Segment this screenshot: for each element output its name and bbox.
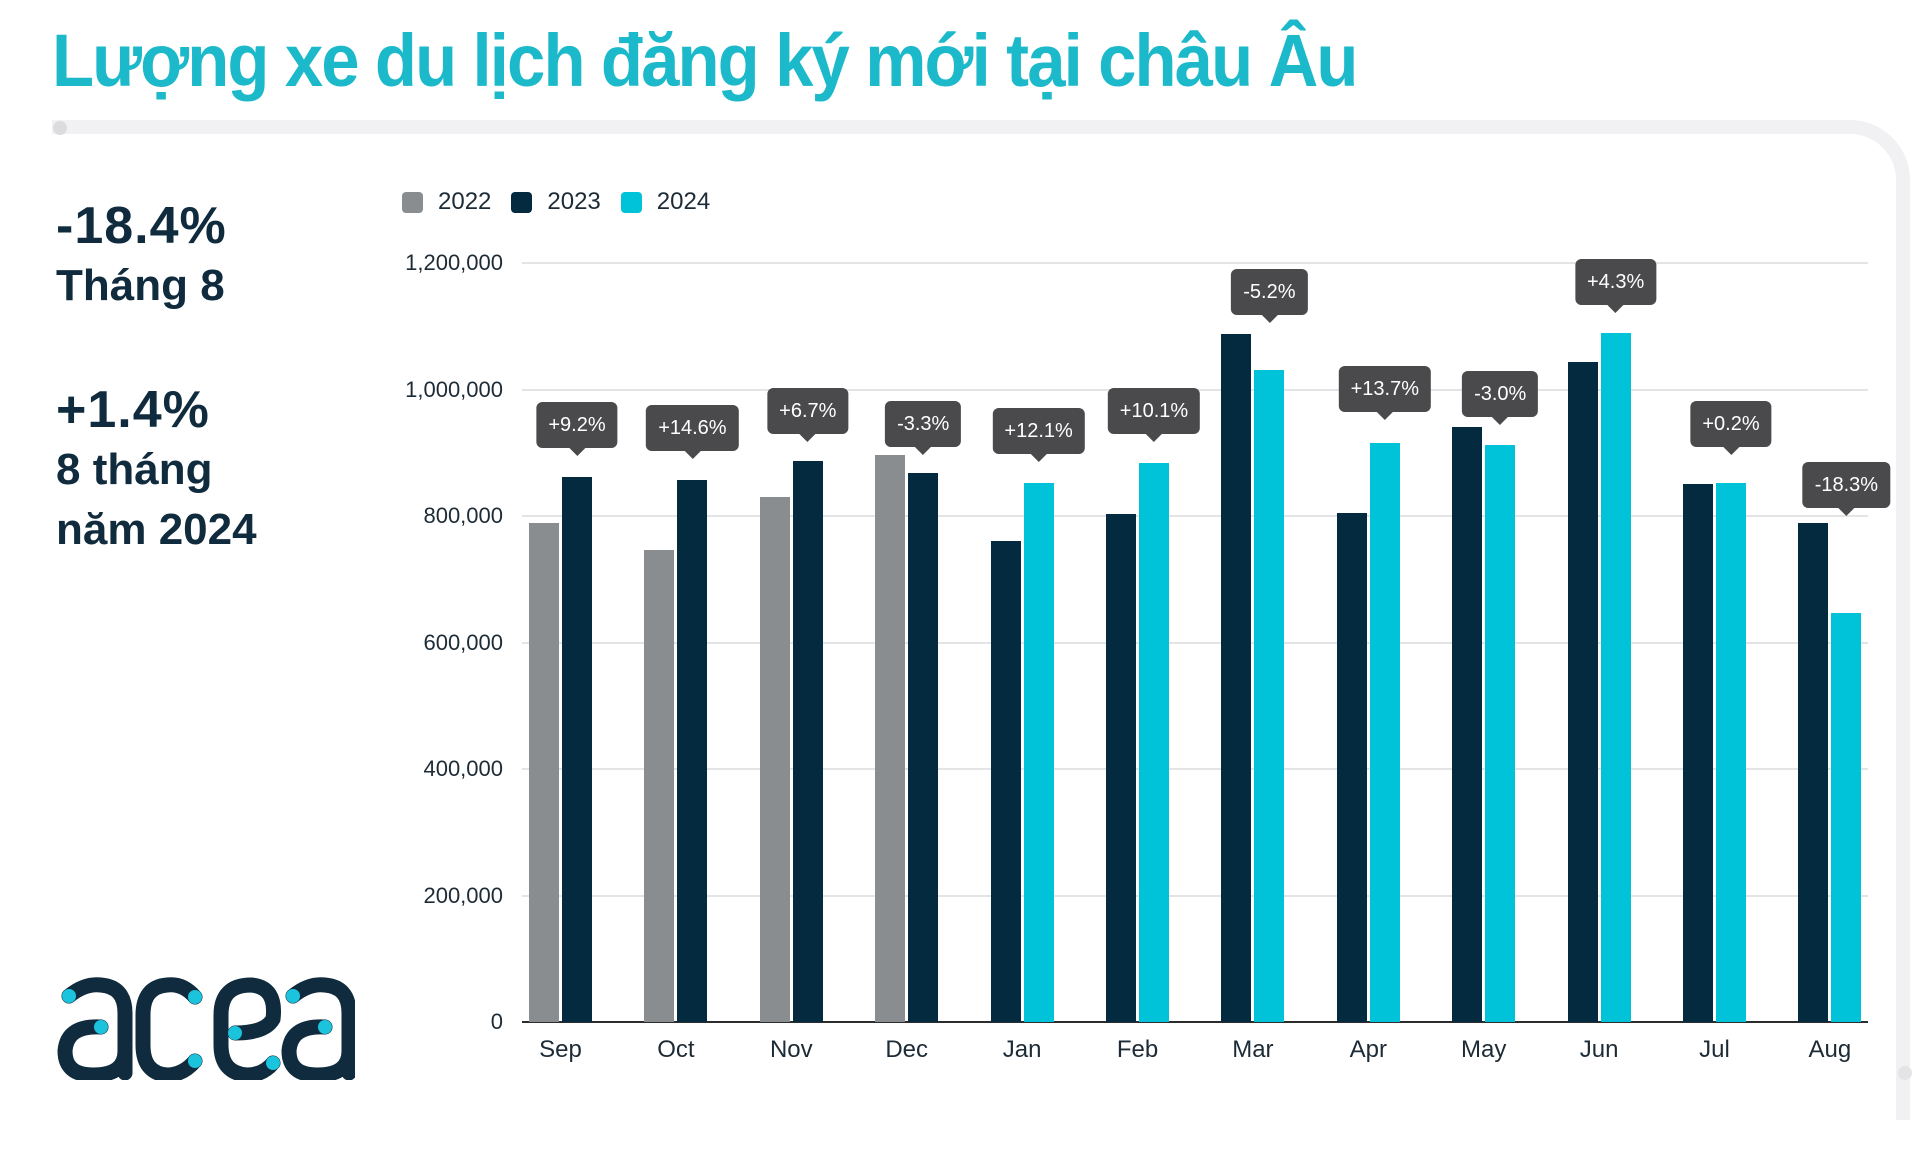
chart-legend: 2022 2023 2024 xyxy=(402,188,730,216)
change-annotation-badge: +10.1% xyxy=(1107,387,1201,442)
bar-2023-oct[interactable] xyxy=(677,479,708,1022)
stat-monthly-value: -18.4% xyxy=(56,197,227,255)
change-annotation-badge: +14.6% xyxy=(646,404,739,459)
change-annotation-badge: -3.0% xyxy=(1462,371,1539,426)
x-tick-label: Feb xyxy=(1116,1036,1159,1063)
bar-2023-mar[interactable] xyxy=(1221,333,1252,1022)
change-annotation-badge: +13.7% xyxy=(1338,366,1431,421)
bar-2023-may[interactable] xyxy=(1452,427,1483,1022)
bar-2024-jun[interactable] xyxy=(1600,332,1631,1022)
change-annotation-badge: +4.3% xyxy=(1574,258,1657,313)
y-tick-label: 400,000 xyxy=(423,756,503,781)
bar-2023-jul[interactable] xyxy=(1683,484,1713,1022)
x-tick-label: Nov xyxy=(769,1036,813,1063)
y-tick-label: 1,200,000 xyxy=(405,250,503,275)
bar-2024-mar[interactable] xyxy=(1254,369,1285,1022)
gridline xyxy=(522,262,1868,264)
x-tick-label: Sep xyxy=(539,1036,582,1063)
change-annotation-badge: +6.7% xyxy=(767,387,849,442)
stat-ytd-label-line2: năm 2024 xyxy=(56,505,257,554)
bar-2023-jan[interactable] xyxy=(990,540,1021,1022)
legend-item-2022[interactable]: 2022 xyxy=(402,188,491,216)
bar-2024-apr[interactable] xyxy=(1369,443,1400,1022)
stat-ytd: +1.4% 8 tháng năm 2024 xyxy=(56,380,257,560)
gridline xyxy=(522,641,1868,644)
bar-2022-dec[interactable] xyxy=(875,455,906,1022)
bar-2022-sep[interactable] xyxy=(529,522,559,1022)
change-annotation-badge: -18.3% xyxy=(1802,461,1891,516)
acea-logo-icon xyxy=(57,977,355,1080)
change-annotation-badge: +0.2% xyxy=(1690,401,1772,456)
legend-item-2023[interactable]: 2023 xyxy=(511,188,601,216)
chart-title: Lượng xe du lịch đăng ký mới tại châu Âu xyxy=(52,19,1358,102)
bar-2022-oct[interactable] xyxy=(644,550,675,1022)
bar-2024-feb[interactable] xyxy=(1139,462,1169,1022)
legend-item-2024[interactable]: 2024 xyxy=(620,188,711,216)
x-tick-label: May xyxy=(1461,1036,1507,1063)
bar-2022-nov[interactable] xyxy=(759,497,790,1022)
bar-2023-nov[interactable] xyxy=(792,460,823,1022)
chart-card-border xyxy=(52,120,1910,1120)
x-tick-label: Jan xyxy=(1002,1036,1042,1063)
y-tick-label: 800,000 xyxy=(423,503,503,528)
bar-2023-dec[interactable] xyxy=(908,472,939,1022)
gridline xyxy=(522,515,1868,517)
x-tick-label: Jul xyxy=(1699,1036,1730,1063)
bar-2024-jan[interactable] xyxy=(1023,483,1054,1022)
bar-2023-feb[interactable] xyxy=(1106,514,1136,1022)
x-tick-label: Mar xyxy=(1232,1036,1274,1063)
x-tick-label: Jun xyxy=(1579,1036,1619,1063)
card-corner-dot xyxy=(53,121,67,135)
change-annotation-badge: -3.3% xyxy=(885,401,962,456)
x-tick-label: Dec xyxy=(885,1036,929,1063)
bar-2023-sep[interactable] xyxy=(562,477,592,1022)
gridline xyxy=(522,768,1868,770)
legend-swatch-icon xyxy=(511,191,533,213)
change-annotation-badge: -5.2% xyxy=(1231,268,1308,323)
bar-2024-aug[interactable] xyxy=(1831,613,1862,1022)
card-corner-dot xyxy=(1898,1066,1912,1080)
gridline xyxy=(522,894,1868,897)
bar-2023-apr[interactable] xyxy=(1336,512,1367,1022)
x-tick-label: Apr xyxy=(1349,1036,1387,1063)
legend-label: 2023 xyxy=(547,188,601,215)
stat-monthly: -18.4% Tháng 8 xyxy=(56,196,227,316)
stat-ytd-label-line1: 8 tháng xyxy=(56,445,213,494)
y-tick-label: 1,000,000 xyxy=(405,376,503,402)
stat-ytd-value: +1.4% xyxy=(56,381,210,439)
stat-monthly-label: Tháng 8 xyxy=(56,261,225,310)
y-tick-label: 0 xyxy=(490,1009,503,1034)
y-tick-label: 600,000 xyxy=(423,629,503,655)
legend-label: 2022 xyxy=(438,188,492,215)
bar-2023-aug[interactable] xyxy=(1798,522,1829,1022)
y-tick-label: 200,000 xyxy=(423,882,503,908)
legend-label: 2024 xyxy=(656,188,711,215)
change-annotation-badge: +9.2% xyxy=(536,402,618,457)
legend-swatch-icon xyxy=(402,191,423,213)
x-axis-line xyxy=(522,1021,1868,1023)
legend-swatch-icon xyxy=(620,191,642,213)
change-annotation-badge: +12.1% xyxy=(992,408,1085,463)
bar-2023-jun[interactable] xyxy=(1567,361,1598,1022)
x-tick-label: Oct xyxy=(657,1036,695,1063)
bar-2024-may[interactable] xyxy=(1485,445,1516,1022)
x-tick-label: Aug xyxy=(1808,1036,1852,1063)
bar-2024-jul[interactable] xyxy=(1716,483,1746,1022)
